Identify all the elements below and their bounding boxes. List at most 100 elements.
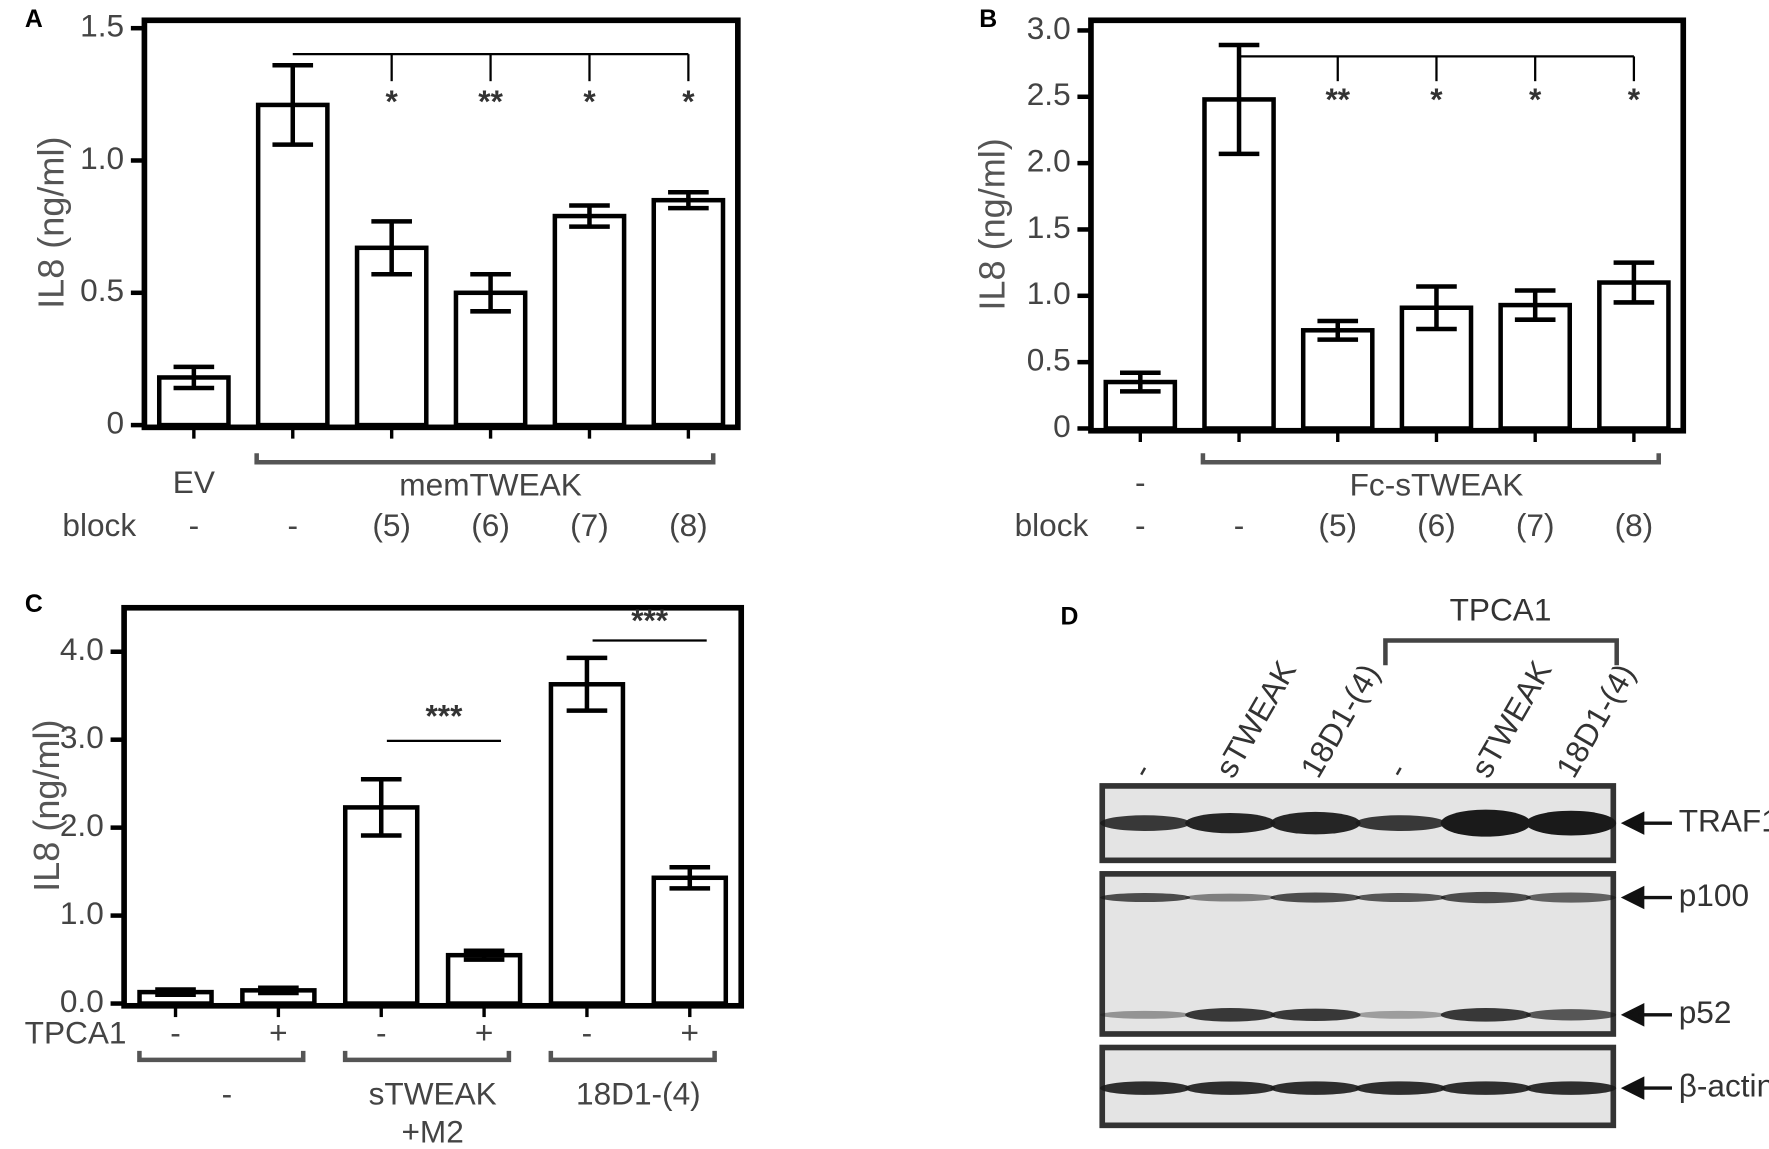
y-tick-label: 1.5	[80, 8, 124, 44]
panel-label: A	[25, 6, 43, 33]
panel-label: C	[25, 591, 43, 618]
category-label: -	[287, 507, 298, 543]
category-label: -	[1135, 507, 1146, 543]
band-label: p100	[1679, 877, 1749, 913]
band	[1185, 893, 1276, 902]
band	[1185, 1081, 1276, 1095]
band	[1099, 893, 1191, 903]
category-label: (6)	[471, 507, 510, 543]
y-tick-label: 1.0	[1027, 275, 1071, 311]
row-label: TPCA1	[25, 1014, 127, 1050]
significance-label: ***	[425, 698, 463, 734]
band	[1440, 809, 1531, 837]
y-axis-label: IL8 (ng/ml)	[26, 719, 67, 891]
band-label: p52	[1679, 994, 1732, 1030]
group-bracket	[548, 1050, 717, 1063]
significance-label: *	[1628, 81, 1641, 117]
significance-label: *	[1529, 81, 1542, 117]
category-label: (5)	[372, 507, 411, 543]
y-tick-label: 0.5	[1027, 341, 1071, 377]
category-label: (6)	[1417, 507, 1456, 543]
treatment-label: TPCA1	[1450, 592, 1552, 628]
y-tick-label: 2.0	[60, 807, 104, 843]
bar	[255, 102, 330, 428]
row-label: block	[62, 507, 136, 543]
plot-frame	[141, 17, 741, 431]
error-bar	[669, 864, 711, 891]
band	[1099, 1010, 1191, 1019]
band-label: TRAF1	[1679, 802, 1769, 838]
y-tick-label: 3.0	[60, 719, 104, 755]
bar	[445, 952, 523, 1006]
category-label: -	[170, 1014, 181, 1050]
bar	[1300, 328, 1375, 431]
bar	[552, 213, 627, 428]
band	[1099, 815, 1191, 832]
error-bar	[155, 987, 196, 998]
significance-label: **	[478, 83, 503, 119]
category-label: -	[1234, 507, 1245, 543]
significance-label: ***	[631, 602, 669, 638]
bar	[453, 290, 528, 428]
category-label: -	[189, 507, 200, 543]
plot-frame	[121, 604, 745, 1009]
error-bar	[1514, 288, 1556, 322]
band-arrow	[1620, 885, 1672, 910]
band	[1185, 1008, 1276, 1022]
band-arrow	[1620, 1076, 1672, 1100]
error-bar	[569, 203, 610, 229]
band	[1270, 1081, 1361, 1095]
error-bar	[1120, 370, 1161, 394]
y-tick-label: 2.0	[1027, 142, 1071, 178]
significance-label: *	[682, 83, 695, 119]
band-label: β-actin	[1679, 1067, 1769, 1103]
group-label: Fc-sTWEAK	[1350, 466, 1524, 502]
y-tick-label: 2.5	[1027, 76, 1071, 112]
category-label: +	[681, 1014, 699, 1050]
band	[1270, 811, 1361, 835]
error-bar	[360, 777, 402, 838]
band	[1525, 892, 1617, 903]
error-bar	[1416, 284, 1457, 332]
group-label: EV	[173, 464, 215, 500]
error-bar	[463, 948, 505, 962]
y-tick-label: 3.0	[1027, 10, 1071, 46]
group-bracket	[342, 1050, 512, 1063]
band	[1525, 1009, 1617, 1021]
band	[1270, 892, 1361, 903]
blot-membrane	[1099, 871, 1617, 1037]
y-tick-label: 1.0	[80, 140, 124, 176]
category-label: (7)	[570, 507, 609, 543]
error-bar	[566, 655, 608, 713]
band	[1355, 815, 1446, 832]
y-tick-label: 0	[107, 404, 125, 440]
group-label: -	[1135, 464, 1146, 500]
significance-label: **	[1325, 81, 1350, 117]
row-label: block	[1015, 507, 1089, 543]
category-label: (5)	[1318, 507, 1357, 543]
band	[1270, 1008, 1361, 1022]
bar	[651, 875, 729, 1006]
error-bar	[1218, 42, 1260, 157]
band	[1355, 1010, 1446, 1019]
bar	[1498, 302, 1572, 431]
group-bracket	[137, 1050, 306, 1063]
group-label: memTWEAK	[399, 466, 582, 502]
bar	[548, 682, 626, 1006]
group-bracket	[254, 453, 716, 465]
category-label: -	[376, 1014, 387, 1050]
category-label: (7)	[1516, 507, 1555, 543]
band	[1355, 893, 1446, 903]
band	[1440, 1081, 1531, 1095]
error-bar	[371, 219, 412, 277]
significance-label: *	[583, 83, 596, 119]
panel-label: D	[1060, 603, 1078, 630]
treatment-bracket	[1383, 638, 1619, 666]
error-bar	[258, 985, 299, 996]
band	[1099, 1081, 1191, 1095]
plot-frame	[1088, 17, 1687, 434]
bar	[651, 197, 726, 428]
group-label: -	[222, 1075, 233, 1111]
y-tick-label: 1.0	[60, 895, 104, 931]
